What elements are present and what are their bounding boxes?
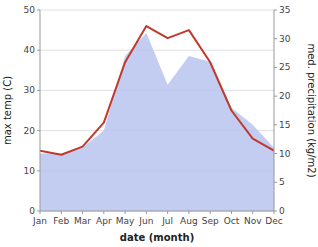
x-tick-label: Feb xyxy=(53,216,69,226)
page: {"chart_data": {"type": "line", "categor… xyxy=(0,0,318,247)
x-tick xyxy=(82,211,83,214)
x-tick-label: Oct xyxy=(224,216,240,226)
y2-tick-label: 20 xyxy=(279,91,291,101)
y2-tick xyxy=(274,96,277,97)
grid xyxy=(40,10,274,211)
y-tick xyxy=(37,90,40,91)
y2-tick-label: 5 xyxy=(279,177,285,187)
y2-tick xyxy=(274,67,277,68)
y-tick xyxy=(37,10,40,11)
y2-axis-line xyxy=(274,10,275,211)
temperature-line xyxy=(40,26,274,155)
x-tick-label: Apr xyxy=(96,216,112,226)
y-tick-label: 30 xyxy=(24,85,36,95)
x-tick xyxy=(103,211,104,214)
axes: JanFebMarAprMayJunJulAugSepOctNovDec0102… xyxy=(24,5,291,226)
y2-tick xyxy=(274,10,277,11)
y2-tick-label: 10 xyxy=(279,149,291,159)
x-tick-label: Aug xyxy=(180,216,198,226)
y2-axis-label: med. precipitation (kg/m2) xyxy=(306,43,317,177)
x-tick xyxy=(61,211,62,214)
y2-tick-label: 15 xyxy=(279,120,290,130)
y-axis-label: max temp (C) xyxy=(2,76,13,145)
y2-tick-label: 30 xyxy=(279,34,291,44)
x-tick-label: Jul xyxy=(161,216,173,226)
y-tick-label: 50 xyxy=(24,5,36,15)
x-axis-line xyxy=(40,211,274,212)
x-tick xyxy=(252,211,253,214)
y-tick xyxy=(37,170,40,171)
grid-line xyxy=(40,211,274,212)
x-tick xyxy=(125,211,126,214)
x-axis-label: date (month) xyxy=(120,232,194,243)
x-tick-label: Mar xyxy=(74,216,91,226)
x-tick-label: May xyxy=(116,216,135,226)
x-tick-label: Jan xyxy=(32,216,47,226)
x-tick xyxy=(146,211,147,214)
y-tick xyxy=(37,130,40,131)
y2-tick-label: 0 xyxy=(279,206,285,216)
y2-tick-label: 25 xyxy=(279,62,290,72)
y-tick-label: 10 xyxy=(24,166,36,176)
x-tick-label: Nov xyxy=(244,216,262,226)
x-tick xyxy=(188,211,189,214)
data-group xyxy=(40,26,274,211)
grid-line xyxy=(40,50,274,51)
y2-tick xyxy=(274,124,277,125)
y2-tick xyxy=(274,211,277,212)
chart-container: JanFebMarAprMayJunJulAugSepOctNovDec0102… xyxy=(0,0,318,247)
x-tick-label: Sep xyxy=(202,216,219,226)
y-tick-label: 20 xyxy=(24,126,36,136)
grid-line xyxy=(40,10,274,11)
x-tick-label: Jun xyxy=(138,216,153,226)
y2-tick xyxy=(274,153,277,154)
y-tick-label: 40 xyxy=(24,45,36,55)
y-axis-line xyxy=(40,10,41,211)
chart-svg: JanFebMarAprMayJunJulAugSepOctNovDec0102… xyxy=(0,0,318,247)
x-tick-label: Dec xyxy=(265,216,282,226)
x-tick xyxy=(210,211,211,214)
y2-tick-label: 35 xyxy=(279,5,290,15)
x-tick xyxy=(231,211,232,214)
y-tick xyxy=(37,50,40,51)
y2-tick xyxy=(274,182,277,183)
y-tick-label: 0 xyxy=(29,206,35,216)
y2-tick xyxy=(274,38,277,39)
x-tick xyxy=(167,211,168,214)
y-tick xyxy=(37,211,40,212)
